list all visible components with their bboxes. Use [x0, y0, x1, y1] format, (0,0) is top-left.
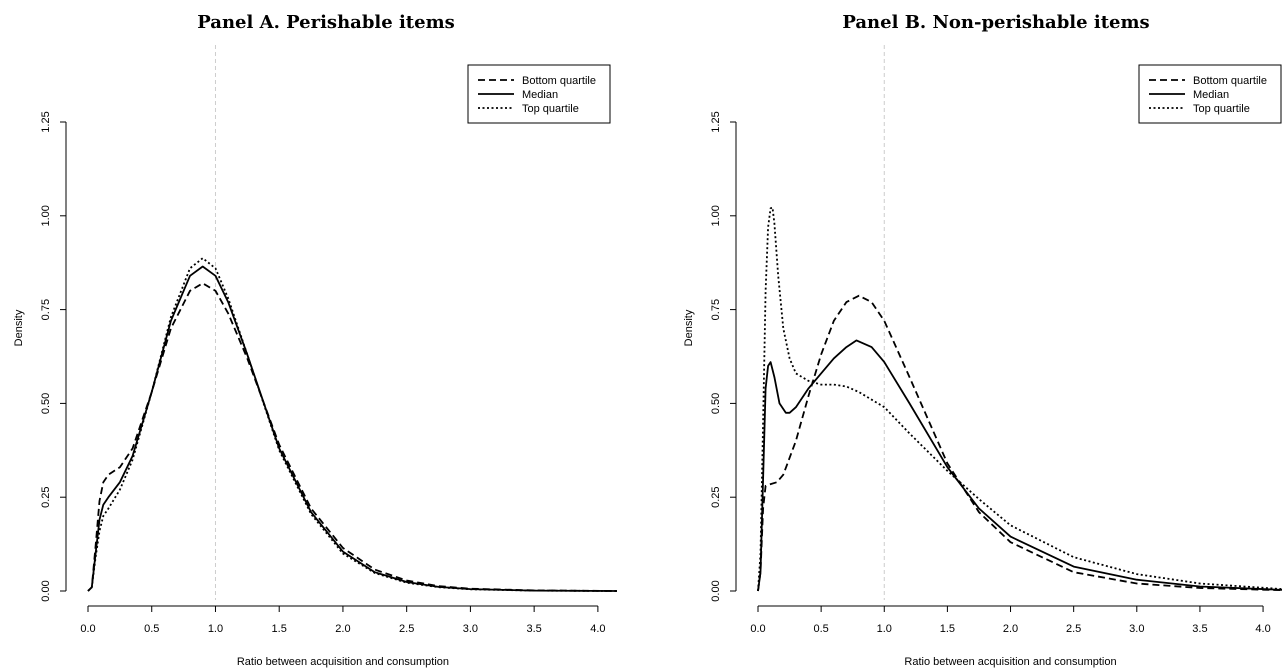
panel-a-legend-label: Median — [522, 89, 558, 101]
panel-b-x-axis-label: Ratio between acquisition and consumptio… — [904, 656, 1116, 668]
panel-a-x-tick-label: 0.0 — [80, 623, 95, 635]
panel-b-x-tick-label: 2.5 — [1066, 623, 1081, 635]
panel-b-x-tick-label: 3.5 — [1192, 623, 1207, 635]
panel-b-x-tick-label: 2.0 — [1003, 623, 1018, 635]
panel-b-series-top-quartile — [757, 206, 1282, 592]
panel-a-x-tick-label: 1.5 — [272, 623, 287, 635]
panel-a-y-tick-label: 1.25 — [40, 111, 52, 132]
panel-b-legend: Bottom quartile Median Top quartile — [1138, 64, 1282, 124]
panel-b-y-axis-label: Density — [683, 309, 695, 346]
panel-b-series-median — [757, 339, 1282, 592]
panel-b-x-tick-label: 0.0 — [750, 623, 765, 635]
panel-b-x-tick-label: 1.5 — [940, 623, 955, 635]
panel-b-x-tick-label: 1.0 — [877, 623, 892, 635]
panel-b-series-bottom-quartile — [757, 294, 1282, 592]
panel-a-y-tick-label: 0.00 — [40, 580, 52, 601]
panel-b-legend-label: Bottom quartile — [1193, 75, 1267, 87]
panel-a-x-axis-label: Ratio between acquisition and consumptio… — [237, 656, 449, 668]
panel-b-x-tick-label: 4.0 — [1255, 623, 1270, 635]
panel-b-y-tick-label: 0.75 — [710, 299, 722, 320]
panel-a-title: Panel A. Perishable items — [197, 12, 455, 33]
panel-a-y-tick-label: 0.50 — [40, 393, 52, 414]
panel-b-y-tick-label: 1.25 — [710, 111, 722, 132]
panel-a-series-median — [87, 265, 618, 592]
panel-a-y-tick-label: 0.75 — [40, 299, 52, 320]
panel-b-y-tick-label: 1.00 — [710, 205, 722, 226]
panel-a-x-tick-label: 3.0 — [463, 623, 478, 635]
panel-a-x-tick-label: 2.0 — [335, 623, 350, 635]
panel-b-y-tick-label: 0.50 — [710, 393, 722, 414]
panel-a-series-bottom-quartile — [87, 282, 618, 592]
panel-a-y-axis-label: Density — [13, 309, 25, 346]
panel-b-y-tick-label: 0.25 — [710, 486, 722, 507]
panel-b-x-tick-label: 0.5 — [813, 623, 828, 635]
panel-a-legend-label: Top quartile — [522, 103, 579, 115]
panel-a-series-top-quartile — [87, 257, 618, 592]
panel-b-y-tick-label: 0.00 — [710, 580, 722, 601]
panel-b-legend-label: Top quartile — [1193, 103, 1250, 115]
panel-b: Panel B. Non-perishable items 0.0 0.5 1.0 1.… — [683, 12, 1282, 668]
panel-a-legend-label: Bottom quartile — [522, 75, 596, 87]
panel-a-x-tick-label: 0.5 — [144, 623, 159, 635]
panel-a-x-tick-label: 3.5 — [526, 623, 541, 635]
panel-b-title: Panel B. Non-perishable items — [842, 12, 1149, 33]
panel-a-x-tick-label: 2.5 — [399, 623, 414, 635]
panel-a-y-tick-label: 1.00 — [40, 205, 52, 226]
panel-a-legend: Bottom quartile Median Top quartile — [467, 64, 611, 124]
panel-a-y-tick-label: 0.25 — [40, 486, 52, 507]
panel-b-legend-label: Median — [1193, 89, 1229, 101]
panel-a-x-tick-label: 4.0 — [590, 623, 605, 635]
panel-a: Panel A. Perishable items 0.0 0.5 1.0 1.5 2.0… — [13, 12, 618, 668]
panel-a-x-tick-label: 1.0 — [208, 623, 223, 635]
panel-b-x-tick-label: 3.0 — [1129, 623, 1144, 635]
